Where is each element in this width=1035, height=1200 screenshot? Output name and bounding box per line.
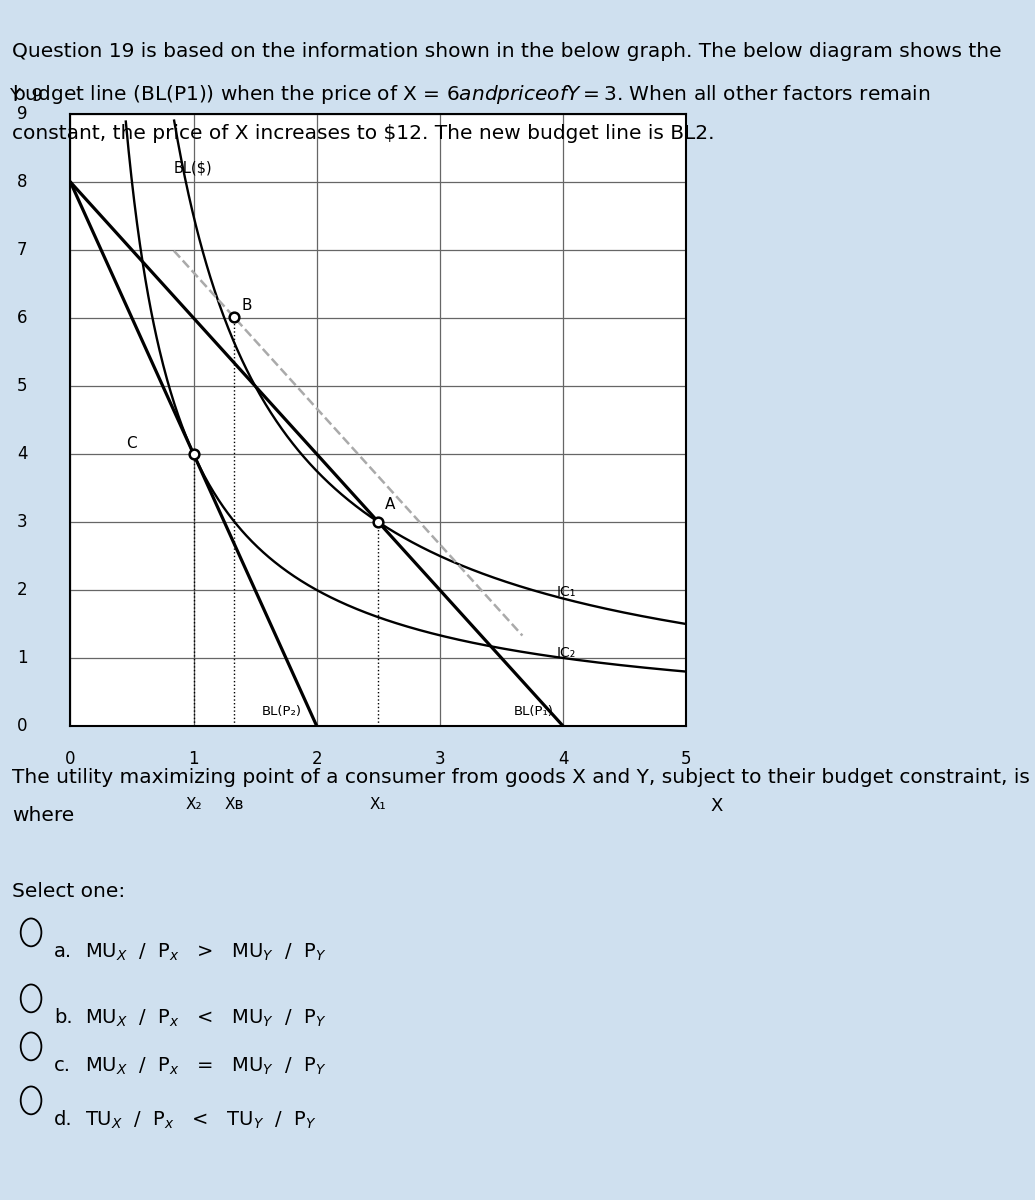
- Text: 5: 5: [17, 377, 27, 395]
- Text: 0: 0: [65, 750, 76, 768]
- Text: 9: 9: [17, 104, 27, 122]
- Text: Xʙ: Xʙ: [225, 797, 244, 812]
- Text: 1: 1: [188, 750, 199, 768]
- Text: MU$_X$  /  P$_x$   =   MU$_Y$  /  P$_Y$: MU$_X$ / P$_x$ = MU$_Y$ / P$_Y$: [85, 1056, 326, 1078]
- Text: 1: 1: [17, 649, 27, 667]
- Text: 4: 4: [17, 445, 27, 463]
- Text: BL(P₁): BL(P₁): [513, 704, 553, 718]
- Text: Y  9: Y 9: [8, 86, 42, 104]
- Text: 5: 5: [681, 750, 691, 768]
- Text: 7: 7: [17, 241, 27, 259]
- Text: 3: 3: [435, 750, 445, 768]
- Text: constant, the price of X increases to $12. The new budget line is BL2.: constant, the price of X increases to $1…: [12, 124, 715, 143]
- Text: A: A: [384, 497, 394, 511]
- Text: IC₁: IC₁: [557, 584, 576, 599]
- Text: MU$_X$  /  P$_x$   >   MU$_Y$  /  P$_Y$: MU$_X$ / P$_x$ > MU$_Y$ / P$_Y$: [85, 942, 326, 964]
- Text: budget line (BL(P1)) when the price of X = $6 and price of Y = $3. When all othe: budget line (BL(P1)) when the price of X…: [12, 83, 930, 106]
- Text: BL(P₂): BL(P₂): [262, 704, 302, 718]
- Text: 8: 8: [17, 173, 27, 191]
- Text: The utility maximizing point of a consumer from goods X and Y, subject to their : The utility maximizing point of a consum…: [12, 768, 1030, 787]
- Text: d.: d.: [54, 1110, 72, 1129]
- Text: IC₂: IC₂: [557, 646, 576, 660]
- Text: 2: 2: [17, 581, 27, 599]
- Text: B: B: [241, 299, 253, 313]
- Text: Question 19 is based on the information shown in the below graph. The below diag: Question 19 is based on the information …: [12, 42, 1002, 61]
- Text: c.: c.: [54, 1056, 70, 1075]
- Text: C: C: [126, 436, 137, 450]
- Text: Select one:: Select one:: [12, 882, 125, 901]
- Text: X₂: X₂: [185, 797, 202, 812]
- Text: X: X: [711, 797, 723, 816]
- Text: BL($): BL($): [174, 160, 212, 175]
- Text: 3: 3: [17, 514, 27, 530]
- Text: b.: b.: [54, 1008, 72, 1027]
- Text: TU$_X$  /  P$_x$   <   TU$_Y$  /  P$_Y$: TU$_X$ / P$_x$ < TU$_Y$ / P$_Y$: [85, 1110, 317, 1132]
- Text: 2: 2: [312, 750, 322, 768]
- Text: 4: 4: [558, 750, 568, 768]
- Text: MU$_X$  /  P$_x$   <   MU$_Y$  /  P$_Y$: MU$_X$ / P$_x$ < MU$_Y$ / P$_Y$: [85, 1008, 326, 1030]
- Text: 6: 6: [17, 308, 27, 326]
- Text: where: where: [12, 806, 75, 826]
- Text: X₁: X₁: [369, 797, 387, 812]
- Text: 0: 0: [17, 716, 27, 734]
- Text: a.: a.: [54, 942, 72, 961]
